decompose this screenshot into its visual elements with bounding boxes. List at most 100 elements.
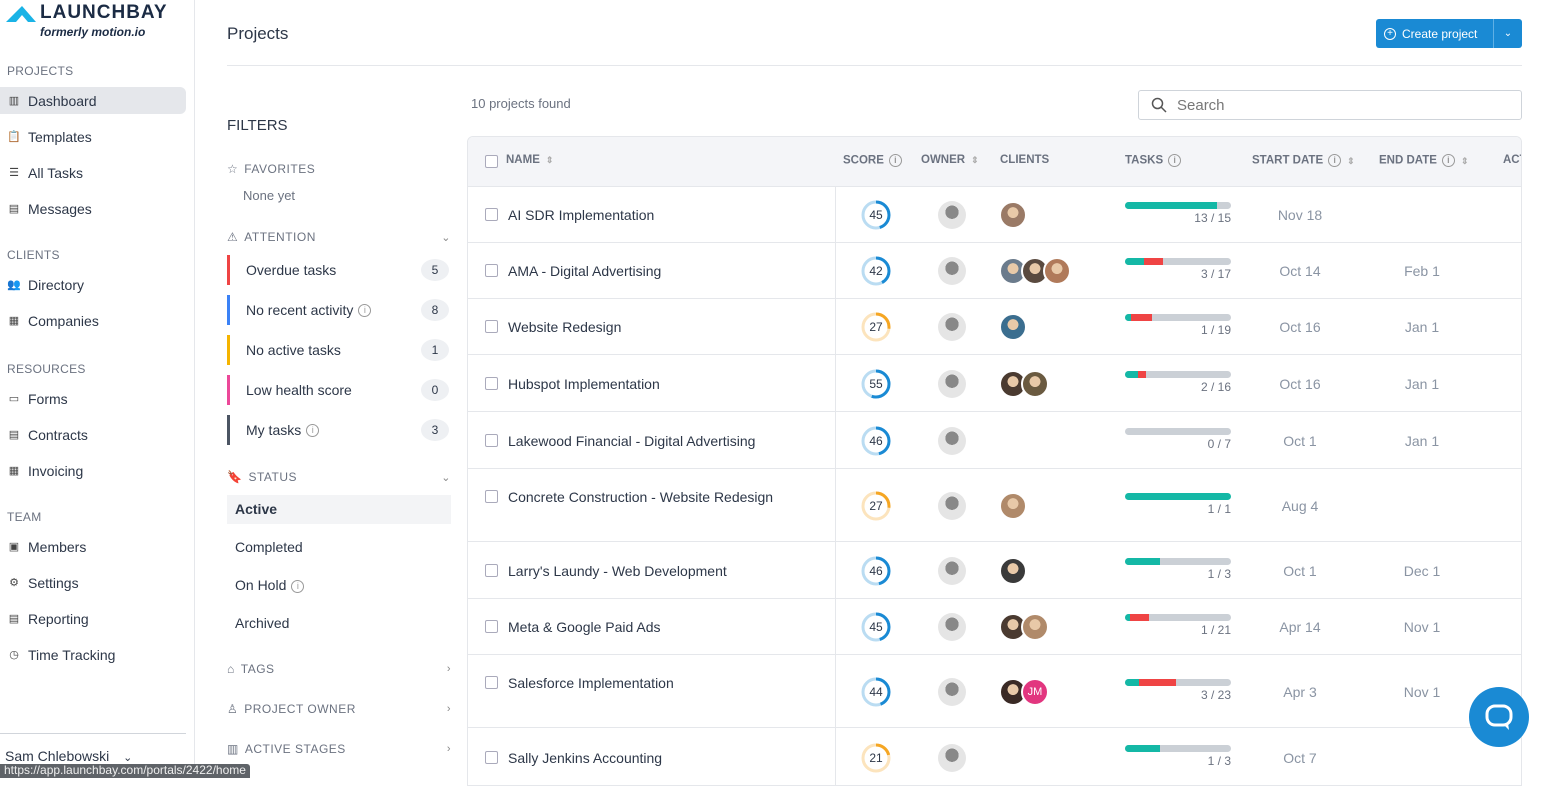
project-name-link[interactable]: Salesforce Implementation (508, 675, 674, 691)
project-name-link[interactable]: Hubspot Implementation (508, 375, 660, 392)
owner-avatar[interactable] (938, 369, 966, 398)
owner-avatar[interactable] (938, 257, 966, 285)
project-name-link[interactable]: AI SDR Implementation (508, 207, 655, 223)
client-avatar[interactable] (999, 613, 1027, 641)
sort-icon[interactable]: ⇕ (545, 155, 554, 165)
owner-avatar[interactable] (938, 744, 966, 772)
client-avatar[interactable] (999, 201, 1027, 229)
row-checkbox[interactable] (485, 208, 498, 221)
logo[interactable]: LAUNCHBAY formerly motion.io (4, 2, 168, 39)
tags-filter[interactable]: ⌂ TAGS › (227, 662, 451, 676)
client-avatar[interactable] (1021, 369, 1049, 398)
sidebar-item-contracts[interactable]: ▤ Contracts (0, 421, 186, 448)
project-name-link[interactable]: Concrete Construction - Website Redesign (508, 489, 774, 505)
info-icon[interactable]: i (1441, 154, 1455, 167)
info-icon[interactable]: i (358, 303, 372, 317)
user-menu[interactable]: Sam Chlebowski ⌄ (5, 748, 132, 764)
owner-avatar[interactable] (938, 491, 966, 520)
table-row[interactable]: Concrete Construction - Website Redesign… (468, 469, 1521, 542)
table-row[interactable]: Meta & Google Paid Ads 45 1 / 21 Apr 14 Nov … (468, 599, 1521, 655)
sort-icon[interactable]: ⇕ (1460, 155, 1469, 166)
project-owner-filter[interactable]: ♙ PROJECT OWNER › (227, 702, 451, 716)
column-header-score[interactable]: SCORE i (843, 154, 902, 167)
info-icon[interactable]: i (306, 423, 320, 437)
sidebar-item-templates[interactable]: 📋 Templates (0, 123, 186, 150)
info-icon[interactable]: i (1328, 154, 1342, 167)
project-name-link[interactable]: AMA - Digital Advertising (508, 263, 662, 279)
table-row[interactable]: Salesforce Implementation 44 JM 3 / 23 Apr 3… (468, 655, 1521, 728)
row-checkbox[interactable] (485, 264, 498, 277)
attention-filter-my-tasks[interactable]: My tasks i 3 (227, 415, 449, 445)
project-name-link[interactable]: Lakewood Financial - Digital Advertising (508, 432, 756, 449)
column-header-act[interactable]: ACT (1503, 154, 1521, 166)
table-row[interactable]: Larry's Laundy - Web Development 46 1 / 3 O… (468, 542, 1521, 599)
search-input[interactable]: Search (1138, 90, 1522, 120)
row-checkbox[interactable] (485, 433, 498, 447)
create-project-button[interactable]: + Create project ⌄ (1376, 19, 1522, 48)
status-option-on-hold[interactable]: On Hold i (227, 571, 451, 600)
attention-filter-no-active-tasks[interactable]: No active tasks 1 (227, 335, 449, 365)
project-name-link[interactable]: Sally Jenkins Accounting (508, 750, 663, 766)
project-name-link[interactable]: Website Redesign (508, 319, 622, 335)
row-checkbox[interactable] (485, 376, 498, 390)
attention-filter-overdue-tasks[interactable]: Overdue tasks 5 (227, 255, 449, 285)
sidebar-item-settings[interactable]: ⚙ Settings (0, 569, 186, 596)
sort-icon[interactable]: ⇕ (1347, 155, 1355, 166)
client-avatar[interactable] (999, 556, 1027, 585)
row-checkbox[interactable] (485, 563, 498, 577)
favorites-filter[interactable]: ☆ FAVORITES (227, 162, 451, 176)
status-filter[interactable]: 🔖 STATUS ⌄ (227, 470, 451, 484)
owner-avatar[interactable] (938, 613, 966, 641)
client-avatar-initials[interactable]: JM (1021, 677, 1049, 706)
table-row[interactable]: Hubspot Implementation 55 2 / 16 Oct 16 Jan … (468, 355, 1521, 412)
owner-avatar[interactable] (938, 313, 966, 341)
row-checkbox[interactable] (485, 490, 498, 503)
info-icon[interactable]: i (1168, 154, 1182, 167)
create-options-dropdown[interactable]: ⌄ (1493, 19, 1522, 48)
sidebar-item-messages[interactable]: ▤ Messages (0, 195, 186, 222)
column-header-tasks[interactable]: TASKS i (1125, 154, 1182, 167)
row-checkbox[interactable] (485, 620, 498, 633)
attention-filter-no-recent-activity[interactable]: No recent activity i 8 (227, 295, 449, 325)
status-option-active[interactable]: Active (227, 495, 451, 524)
status-option-completed[interactable]: Completed (227, 533, 451, 562)
project-name-link[interactable]: Meta & Google Paid Ads (508, 619, 661, 635)
table-row[interactable]: AMA - Digital Advertising 42 3 / 17 Oct 14 F… (468, 243, 1521, 299)
sidebar-item-invoicing[interactable]: ▦ Invoicing (0, 457, 186, 484)
sidebar-item-directory[interactable]: 👥 Directory (0, 271, 186, 298)
sidebar-item-members[interactable]: ▣ Members (0, 533, 186, 560)
table-row[interactable]: Website Redesign 27 1 / 19 Oct 16 Jan 1 (468, 299, 1521, 355)
owner-avatar[interactable] (938, 426, 966, 455)
sort-icon[interactable]: ⇕ (971, 155, 979, 165)
client-avatar[interactable] (1021, 613, 1049, 641)
select-all-checkbox[interactable] (485, 155, 498, 168)
sidebar-item-dashboard[interactable]: ▥ Dashboard (0, 87, 186, 114)
sidebar-item-time-tracking[interactable]: ◷ Time Tracking (0, 641, 186, 668)
owner-avatar[interactable] (938, 677, 966, 706)
sidebar-item-all-tasks[interactable]: ☰ All Tasks (0, 159, 186, 186)
attention-filter[interactable]: ⚠ ATTENTION ⌄ (227, 230, 451, 244)
attention-filter-low-health-score[interactable]: Low health score 0 (227, 375, 449, 405)
column-header-owner[interactable]: OWNER ⇕ (921, 154, 979, 166)
sidebar-item-forms[interactable]: ▭ Forms (0, 385, 186, 412)
info-icon[interactable]: i (291, 579, 305, 593)
client-avatar[interactable] (999, 313, 1027, 341)
chat-launcher-button[interactable] (1469, 687, 1529, 747)
active-stages-filter[interactable]: ▥ ACTIVE STAGES › (227, 742, 451, 756)
status-option-archived[interactable]: Archived (227, 609, 451, 638)
sidebar-item-companies[interactable]: ▦ Companies (0, 307, 186, 334)
table-row[interactable]: Sally Jenkins Accounting 21 1 / 3 Oct 7 (468, 728, 1521, 785)
owner-avatar[interactable] (938, 201, 966, 229)
column-header-end-date[interactable]: END DATE i ⇕ (1379, 154, 1468, 167)
owner-avatar[interactable] (938, 556, 966, 585)
client-avatar[interactable] (999, 491, 1027, 520)
row-checkbox[interactable] (485, 751, 498, 764)
column-header-clients[interactable]: CLIENTS (1000, 154, 1049, 166)
table-row[interactable]: AI SDR Implementation 45 13 / 15 Nov 18 (468, 187, 1521, 243)
column-header-start-date[interactable]: START DATE i ⇕ (1252, 154, 1355, 167)
table-row[interactable]: Lakewood Financial - Digital Advertising… (468, 412, 1521, 469)
project-name-link[interactable]: Larry's Laundy - Web Development (508, 562, 727, 579)
row-checkbox[interactable] (485, 320, 498, 333)
column-header-name[interactable]: NAME ⇕ (506, 154, 553, 166)
client-avatar[interactable] (1043, 257, 1071, 285)
